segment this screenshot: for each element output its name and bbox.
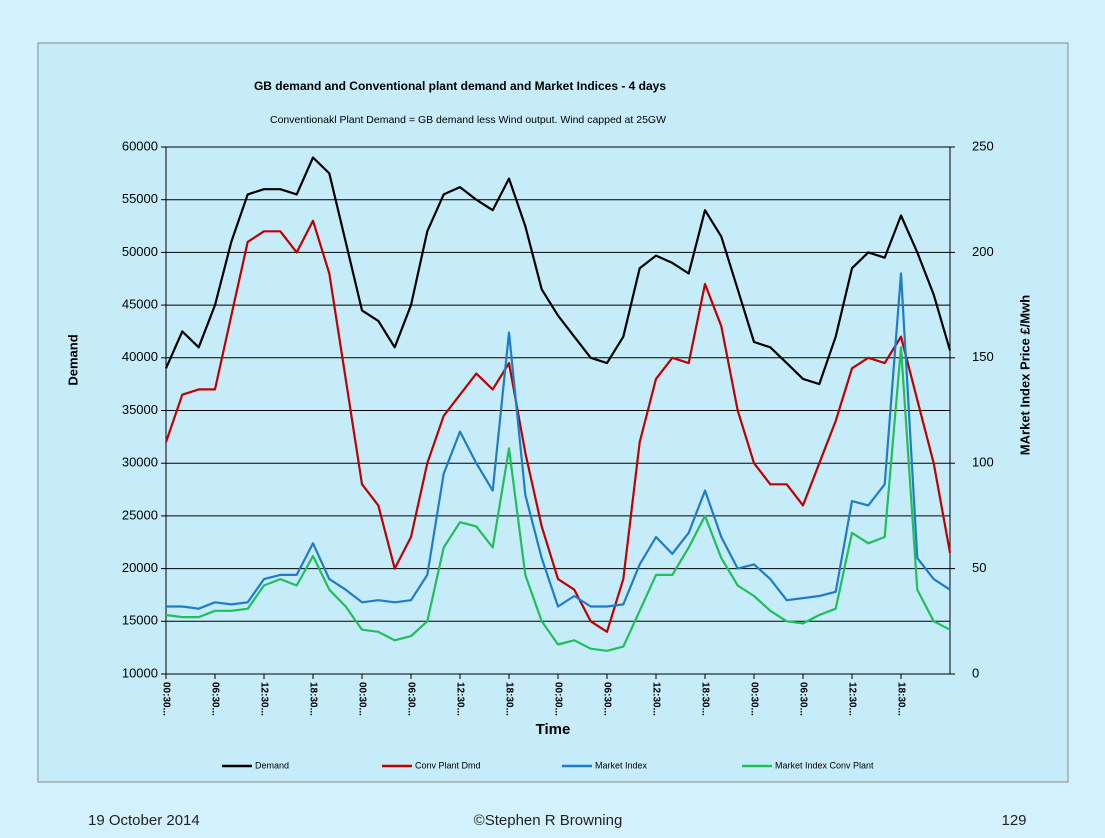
- y-tick-label: 15000: [122, 613, 158, 628]
- y-tick-label: 40000: [122, 349, 158, 364]
- y-tick-label: 10000: [122, 665, 158, 680]
- x-tick-label: 12:30...: [650, 682, 661, 716]
- footer-date: 19 October 2014: [88, 812, 200, 829]
- y-tick-label: 45000: [122, 297, 158, 312]
- x-tick-label: 12:30...: [258, 682, 269, 716]
- x-tick-label: 18:30...: [503, 682, 514, 716]
- y-tick-label: 30000: [122, 455, 158, 470]
- x-axis-label: Time: [536, 721, 571, 738]
- y2-tick-label: 250: [972, 138, 994, 153]
- x-tick-label: 00:30...: [552, 682, 563, 716]
- chart-frame: [37, 42, 1069, 783]
- x-tick-label: 06:30...: [209, 682, 220, 716]
- y2-tick-label: 200: [972, 244, 994, 259]
- legend-label: Market Index: [595, 760, 648, 770]
- footer-page: 129: [1001, 812, 1026, 829]
- chart-title: GB demand and Conventional plant demand …: [254, 79, 666, 93]
- y-tick-label: 25000: [122, 507, 158, 522]
- chart-subtitle: Conventionakl Plant Demand = GB demand l…: [270, 114, 666, 126]
- x-tick-label: 18:30...: [699, 682, 710, 716]
- y2-tick-label: 0: [972, 665, 979, 680]
- y2-tick-label: 150: [972, 349, 994, 364]
- y-axis-label: Demand: [65, 334, 80, 385]
- legend-label: Market Index Conv Plant: [775, 760, 874, 770]
- y2-tick-label: 50: [972, 560, 986, 575]
- footer-author: ©Stephen R Browning: [474, 812, 623, 829]
- x-tick-label: 00:30...: [748, 682, 759, 716]
- x-tick-label: 12:30...: [846, 682, 857, 716]
- series-line: [166, 272, 951, 610]
- series-line: [164, 156, 952, 386]
- y-tick-label: 60000: [122, 138, 158, 153]
- y2-tick-label: 100: [972, 455, 994, 470]
- x-tick-label: 12:30...: [454, 682, 465, 716]
- y2-axis-label: MArket Index Price £/Mwh: [1017, 295, 1032, 455]
- y-tick-label: 20000: [122, 560, 158, 575]
- series-line: [165, 346, 951, 652]
- x-tick-label: 06:30...: [797, 682, 808, 716]
- x-tick-label: 00:30...: [356, 682, 367, 716]
- x-tick-label: 06:30...: [601, 682, 612, 716]
- legend-label: Demand: [255, 760, 289, 770]
- x-tick-label: 06:30...: [405, 682, 416, 716]
- y-tick-label: 50000: [122, 244, 158, 259]
- y-tick-label: 35000: [122, 402, 158, 417]
- legend-label: Conv Plant Dmd: [415, 760, 481, 770]
- x-tick-label: 18:30...: [895, 682, 906, 716]
- series-line: [164, 219, 952, 633]
- x-tick-label: 18:30...: [307, 682, 318, 716]
- y-tick-label: 55000: [122, 191, 158, 206]
- x-tick-label: 00:30...: [160, 682, 171, 716]
